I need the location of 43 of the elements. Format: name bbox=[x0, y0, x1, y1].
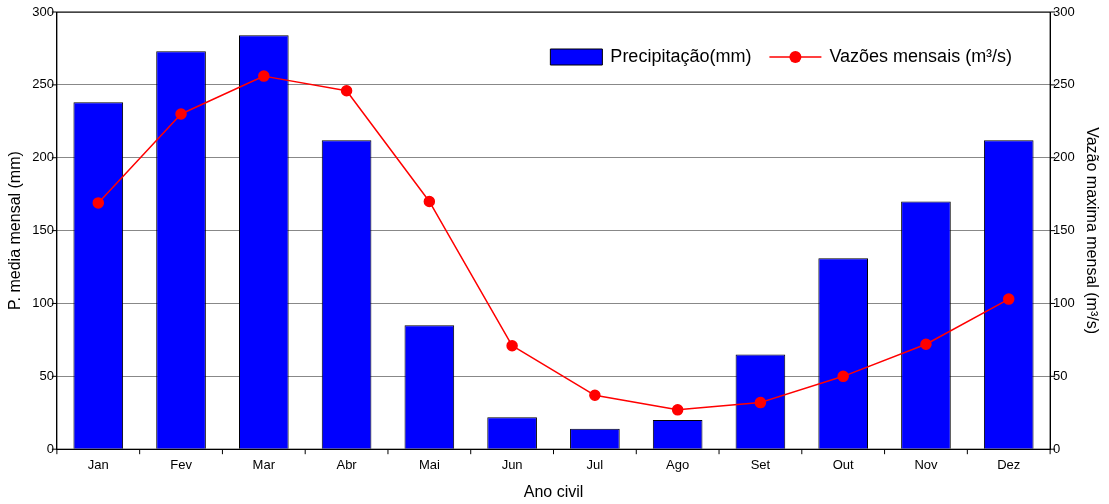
y2-tick-label: 250 bbox=[1053, 76, 1075, 92]
x-tick-label: Mai bbox=[418, 456, 440, 472]
x-tick-label: Abr bbox=[336, 456, 358, 472]
y2-tick-label: 200 bbox=[1053, 149, 1075, 165]
y2-tick-label: 0 bbox=[1053, 440, 1061, 456]
x-tick-label: Ago bbox=[666, 456, 690, 472]
legend-label: Precipitação(mm) bbox=[610, 45, 752, 66]
y-tick-label: 100 bbox=[32, 295, 54, 311]
point bbox=[920, 338, 932, 351]
point bbox=[506, 339, 518, 352]
y-tick-label: 150 bbox=[32, 222, 54, 238]
y-tick-label: 50 bbox=[39, 367, 54, 383]
x-tick-label: Set bbox=[750, 456, 771, 472]
point bbox=[175, 108, 187, 120]
point bbox=[92, 197, 105, 209]
x-tick-label: Fev bbox=[170, 456, 193, 472]
y2-axis-title: Vazão maxima mensal (m³/s) bbox=[1083, 127, 1101, 335]
y2-tick-label: 300 bbox=[1053, 3, 1075, 19]
x-tick-label: Out bbox=[832, 456, 855, 472]
y2-tick-label: 50 bbox=[1053, 367, 1068, 383]
point bbox=[258, 70, 270, 82]
point bbox=[671, 404, 684, 416]
point bbox=[1002, 293, 1015, 305]
x-tick-label: Jun bbox=[501, 456, 523, 472]
point bbox=[837, 370, 849, 383]
point bbox=[423, 195, 436, 208]
x-tick-label: Nov bbox=[914, 456, 939, 472]
x-axis-title: Ano civil bbox=[523, 482, 584, 500]
x-tick-label: Mar bbox=[252, 456, 276, 472]
y-tick-label: 300 bbox=[32, 3, 54, 19]
x-tick-label: Jan bbox=[87, 456, 109, 472]
point bbox=[754, 396, 767, 409]
y-axis-title: P. media mensal (mm) bbox=[6, 151, 24, 311]
x-tick-label: Dez bbox=[997, 456, 1021, 472]
y-tick-label: 250 bbox=[32, 76, 54, 92]
y-tick-label: 0 bbox=[46, 440, 54, 456]
y-tick-label: 200 bbox=[32, 149, 54, 165]
point bbox=[589, 389, 601, 402]
x-tick-label: Jul bbox=[586, 456, 604, 472]
y2-tick-label: 100 bbox=[1053, 295, 1075, 311]
legend-label: Vazões mensais (m³/s) bbox=[829, 45, 1013, 66]
point bbox=[340, 84, 353, 97]
y2-tick-label: 150 bbox=[1053, 222, 1075, 238]
